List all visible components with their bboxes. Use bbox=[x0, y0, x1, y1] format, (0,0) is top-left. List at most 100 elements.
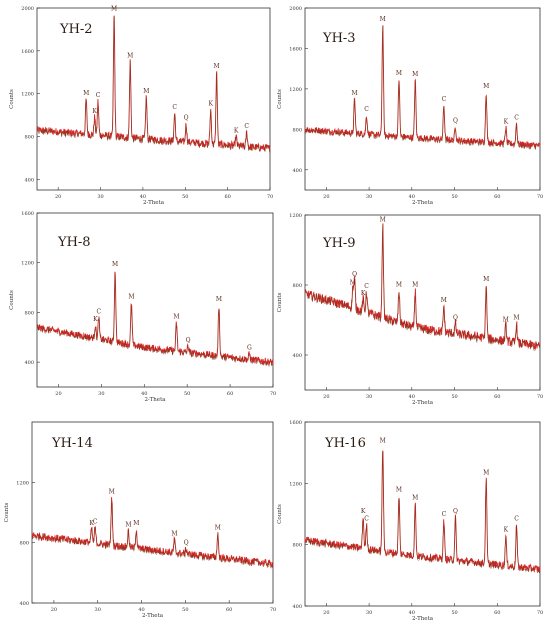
y-tick-label: 2000 bbox=[289, 6, 302, 12]
y-tick-label: 1200 bbox=[289, 213, 302, 219]
y-tick-label: 400 bbox=[24, 177, 34, 183]
peak-label: Q bbox=[453, 117, 458, 124]
y-tick-label: 1200 bbox=[21, 92, 34, 98]
peak-label: K bbox=[504, 526, 509, 533]
peak-label: M bbox=[412, 281, 418, 288]
xrd-panel-2: 20 30 40 50 60 70 400 800 1200 1600 2000 2-Theta Cou… bbox=[277, 6, 543, 206]
xrd-panel-4: 20 30 40 50 60 70 400 800 1200 2-Theta Counts YH-9 Q… bbox=[277, 213, 543, 406]
peak-label: Q bbox=[186, 337, 191, 344]
peak-label: M bbox=[350, 280, 356, 287]
peak-label: C bbox=[364, 283, 369, 290]
x-tick-label: 70 bbox=[267, 194, 273, 200]
peak-label: M bbox=[171, 531, 177, 538]
peak-label: M bbox=[380, 438, 386, 445]
y-tick-label: 400 bbox=[24, 360, 34, 366]
peak-label: M bbox=[483, 83, 489, 90]
x-tick-label: 60 bbox=[226, 607, 232, 613]
y-tick-label: 1600 bbox=[289, 420, 302, 426]
x-tick-label: 20 bbox=[51, 607, 57, 613]
peak-label: K bbox=[92, 108, 97, 115]
y-tick-label: 800 bbox=[24, 134, 34, 140]
peak-label: K bbox=[208, 101, 213, 108]
peak-label: K bbox=[361, 508, 366, 515]
peak-label: M bbox=[396, 281, 402, 288]
y-tick-label: 1200 bbox=[289, 87, 302, 93]
peak-label: C bbox=[364, 516, 369, 523]
y-tick-label: 800 bbox=[292, 543, 302, 549]
y-tick-label: 800 bbox=[292, 283, 302, 289]
panel-title: YH-9 bbox=[322, 236, 356, 251]
peak-label: M bbox=[111, 5, 117, 12]
x-tick-label: 70 bbox=[270, 607, 276, 613]
peak-label: M bbox=[127, 53, 133, 60]
peak-label: M bbox=[83, 90, 89, 97]
peak-label: M bbox=[396, 70, 402, 77]
xrd-pattern-trace-shadow bbox=[304, 224, 541, 352]
x-axis-label: 2-Theta bbox=[412, 616, 434, 622]
x-tick-label: 40 bbox=[409, 194, 415, 200]
peak-label: C bbox=[96, 308, 101, 315]
xrd-pattern-trace-shadow bbox=[304, 451, 541, 574]
peak-label: C bbox=[96, 92, 101, 99]
y-tick-label: 400 bbox=[292, 353, 302, 359]
peak-label: M bbox=[513, 315, 519, 322]
xrd-pattern-trace bbox=[36, 271, 274, 366]
x-tick-label: 60 bbox=[494, 394, 500, 400]
y-axis-label: Counts bbox=[9, 89, 15, 109]
peak-label: C bbox=[364, 106, 369, 113]
y-axis-label: Counts bbox=[277, 293, 283, 313]
x-tick-label: 40 bbox=[409, 610, 415, 616]
peak-label: Q bbox=[352, 271, 357, 278]
x-tick-label: 30 bbox=[366, 194, 372, 200]
x-tick-label: 20 bbox=[323, 194, 329, 200]
x-tick-label: 70 bbox=[270, 391, 276, 397]
x-axis-label: 2-Theta bbox=[143, 200, 165, 206]
x-tick-label: 70 bbox=[537, 394, 543, 400]
y-tick-label: 1200 bbox=[21, 261, 34, 267]
peak-label: C bbox=[442, 511, 447, 518]
panel-title: YH-14 bbox=[51, 436, 93, 451]
x-axis-label: 2-Theta bbox=[144, 397, 166, 403]
xrd-pattern-trace bbox=[31, 497, 274, 569]
peak-label: M bbox=[380, 16, 386, 23]
peak-label: C bbox=[244, 123, 249, 130]
x-tick-label: 60 bbox=[224, 194, 230, 200]
panel-title: YH-2 bbox=[59, 22, 93, 37]
x-tick-label: 20 bbox=[55, 391, 61, 397]
y-tick-label: 1600 bbox=[21, 211, 34, 217]
peak-label: M bbox=[351, 90, 357, 97]
x-tick-label: 40 bbox=[409, 394, 415, 400]
y-tick-label: 2000 bbox=[21, 6, 34, 12]
peak-label: G bbox=[247, 344, 252, 351]
x-tick-label: 50 bbox=[182, 194, 188, 200]
xrd-pattern-trace bbox=[304, 25, 541, 151]
y-tick-label: 400 bbox=[19, 601, 29, 607]
xrd-pattern-trace bbox=[36, 15, 271, 153]
x-tick-label: 50 bbox=[184, 391, 190, 397]
x-tick-label: 50 bbox=[182, 607, 188, 613]
y-tick-label: 1600 bbox=[289, 46, 302, 52]
y-tick-label: 1200 bbox=[289, 481, 302, 487]
x-tick-label: 40 bbox=[141, 391, 147, 397]
plot-frame bbox=[36, 7, 271, 191]
y-tick-label: 400 bbox=[292, 604, 302, 610]
peak-label: C bbox=[442, 96, 447, 103]
peak-label: M bbox=[143, 88, 149, 95]
x-tick-label: 20 bbox=[323, 610, 329, 616]
peak-label: M bbox=[112, 261, 118, 268]
peak-label: Q bbox=[184, 540, 189, 547]
peak-label: M bbox=[412, 71, 418, 78]
xrd-pattern-trace-shadow bbox=[36, 274, 274, 368]
xrd-panel-6: 20 30 40 50 60 70 400 800 1200 1600 2-Theta Counts Y… bbox=[277, 420, 543, 622]
peak-label: M bbox=[133, 520, 139, 527]
peak-label: K bbox=[361, 290, 366, 297]
peak-label: M bbox=[125, 522, 131, 529]
panel-title: YH-16 bbox=[324, 436, 366, 451]
peak-label: K bbox=[89, 520, 94, 527]
peak-label: C bbox=[514, 516, 519, 523]
x-tick-label: 50 bbox=[451, 610, 457, 616]
x-tick-label: 20 bbox=[55, 194, 61, 200]
xrd-panel-1: 20 30 40 50 60 70 400 800 1200 1600 2000 2-Theta Cou… bbox=[9, 5, 273, 206]
peak-label: M bbox=[128, 293, 134, 300]
y-axis-label: Counts bbox=[4, 503, 10, 523]
